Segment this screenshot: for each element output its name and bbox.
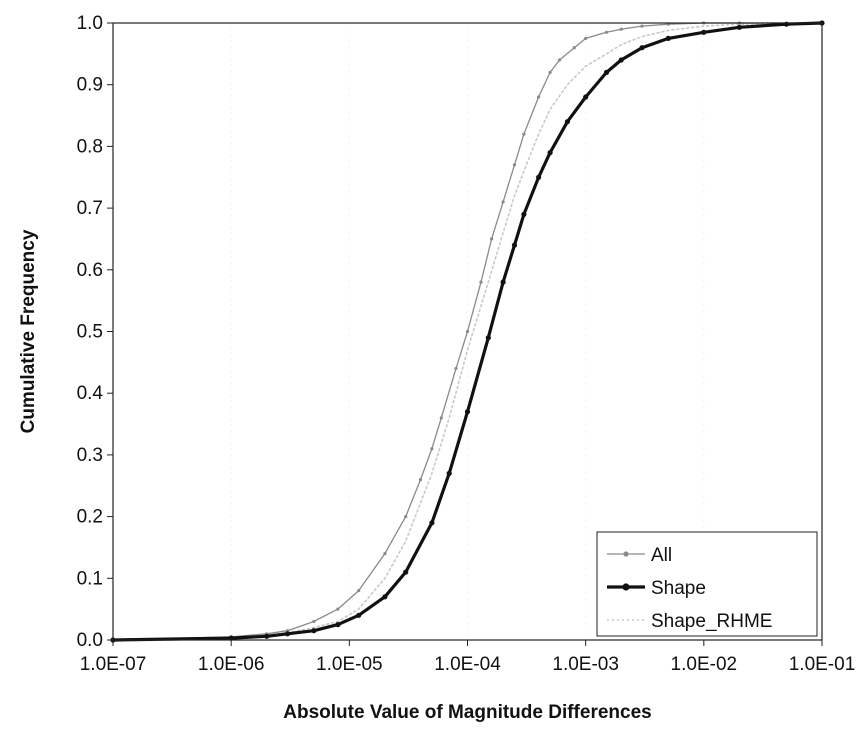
data-point: [404, 515, 408, 519]
data-point: [639, 45, 645, 51]
data-point: [736, 24, 743, 30]
legend-label-all: All: [651, 545, 672, 566]
data-point: [783, 21, 790, 27]
data-point: [485, 335, 491, 341]
data-point: [465, 329, 470, 334]
data-point: [356, 612, 362, 618]
series-shape-rhme: [112, 22, 823, 641]
data-point: [454, 366, 458, 371]
y-tick-label: 0.1: [77, 568, 103, 589]
axis-ticks: 0.0 0.1 0.2 0.3 0.4 0.5 0.6 0.7 0.8 0.9 1.0 1.0E-07…: [77, 13, 856, 675]
data-point: [604, 30, 609, 34]
x-tick-label: 1.0E-03: [552, 654, 619, 675]
data-point: [665, 35, 671, 42]
data-point: [564, 119, 571, 125]
legend-marker-shape: [622, 583, 630, 591]
data-point: [403, 569, 409, 575]
data-point: [548, 70, 552, 74]
legend-label-shape: Shape: [651, 578, 706, 599]
series-layer: [110, 20, 825, 643]
x-tick-label: 1.0E-06: [198, 654, 265, 675]
data-point: [584, 36, 588, 41]
data-point: [701, 29, 707, 35]
data-point: [418, 478, 423, 482]
data-point: [490, 237, 494, 241]
data-point: [382, 594, 388, 600]
data-point: [501, 200, 505, 204]
data-point: [264, 633, 270, 639]
y-tick-label: 0.2: [77, 507, 103, 528]
y-tick-label: 0.7: [77, 198, 103, 219]
data-point: [446, 470, 452, 476]
grid-layer: [230, 23, 705, 640]
y-tick-label: 0.9: [77, 75, 103, 96]
data-point: [640, 24, 644, 28]
data-point: [429, 520, 435, 526]
data-point: [557, 58, 562, 62]
data-point: [583, 94, 589, 100]
y-tick-label: 0.6: [77, 260, 103, 281]
data-point: [521, 211, 527, 217]
data-point: [336, 607, 340, 611]
data-point: [284, 631, 291, 637]
y-axis-title: Cumulative Frequency: [18, 229, 39, 433]
data-point: [522, 132, 526, 136]
y-tick-label: 0.4: [77, 383, 104, 404]
data-point: [383, 552, 387, 556]
legend-marker-all: [623, 551, 629, 557]
data-point: [618, 57, 624, 63]
legend-box: [596, 531, 818, 637]
data-point: [512, 163, 517, 167]
x-tick-label: 1.0E-05: [316, 654, 383, 675]
y-tick-label: 0.3: [77, 445, 103, 466]
x-tick-label: 1.0E-04: [434, 654, 501, 675]
data-point: [439, 416, 443, 420]
data-point: [430, 447, 434, 451]
legend: All Shape Shape_RHME: [596, 531, 818, 637]
series-shape: [110, 20, 825, 643]
x-tick-label: 1.0E-02: [671, 654, 738, 675]
data-point: [335, 622, 341, 628]
y-tick-label: 1.0: [77, 13, 103, 34]
data-point: [619, 27, 623, 31]
data-point: [312, 619, 316, 624]
x-tick-label: 1.0E-01: [789, 654, 856, 675]
data-point: [464, 409, 471, 415]
data-point: [311, 628, 317, 634]
series-line-shape: [111, 21, 824, 642]
data-point: [536, 174, 542, 180]
data-point: [603, 69, 610, 75]
x-axis-title: Absolute Value of Magnitude Differences: [283, 702, 651, 723]
x-tick-label: 1.0E-07: [80, 654, 147, 675]
data-point: [479, 280, 483, 284]
data-point: [537, 95, 541, 99]
data-point: [572, 46, 576, 50]
data-point: [547, 150, 553, 156]
data-point: [357, 589, 361, 593]
data-point: [500, 279, 506, 285]
y-tick-label: 0.0: [77, 630, 103, 651]
data-point: [511, 242, 518, 248]
y-tick-label: 0.5: [77, 322, 103, 343]
series-line-shape-rhme: [112, 22, 823, 641]
legend-label-shape-rhme: Shape_RHME: [651, 611, 772, 632]
y-tick-label: 0.8: [77, 136, 103, 157]
